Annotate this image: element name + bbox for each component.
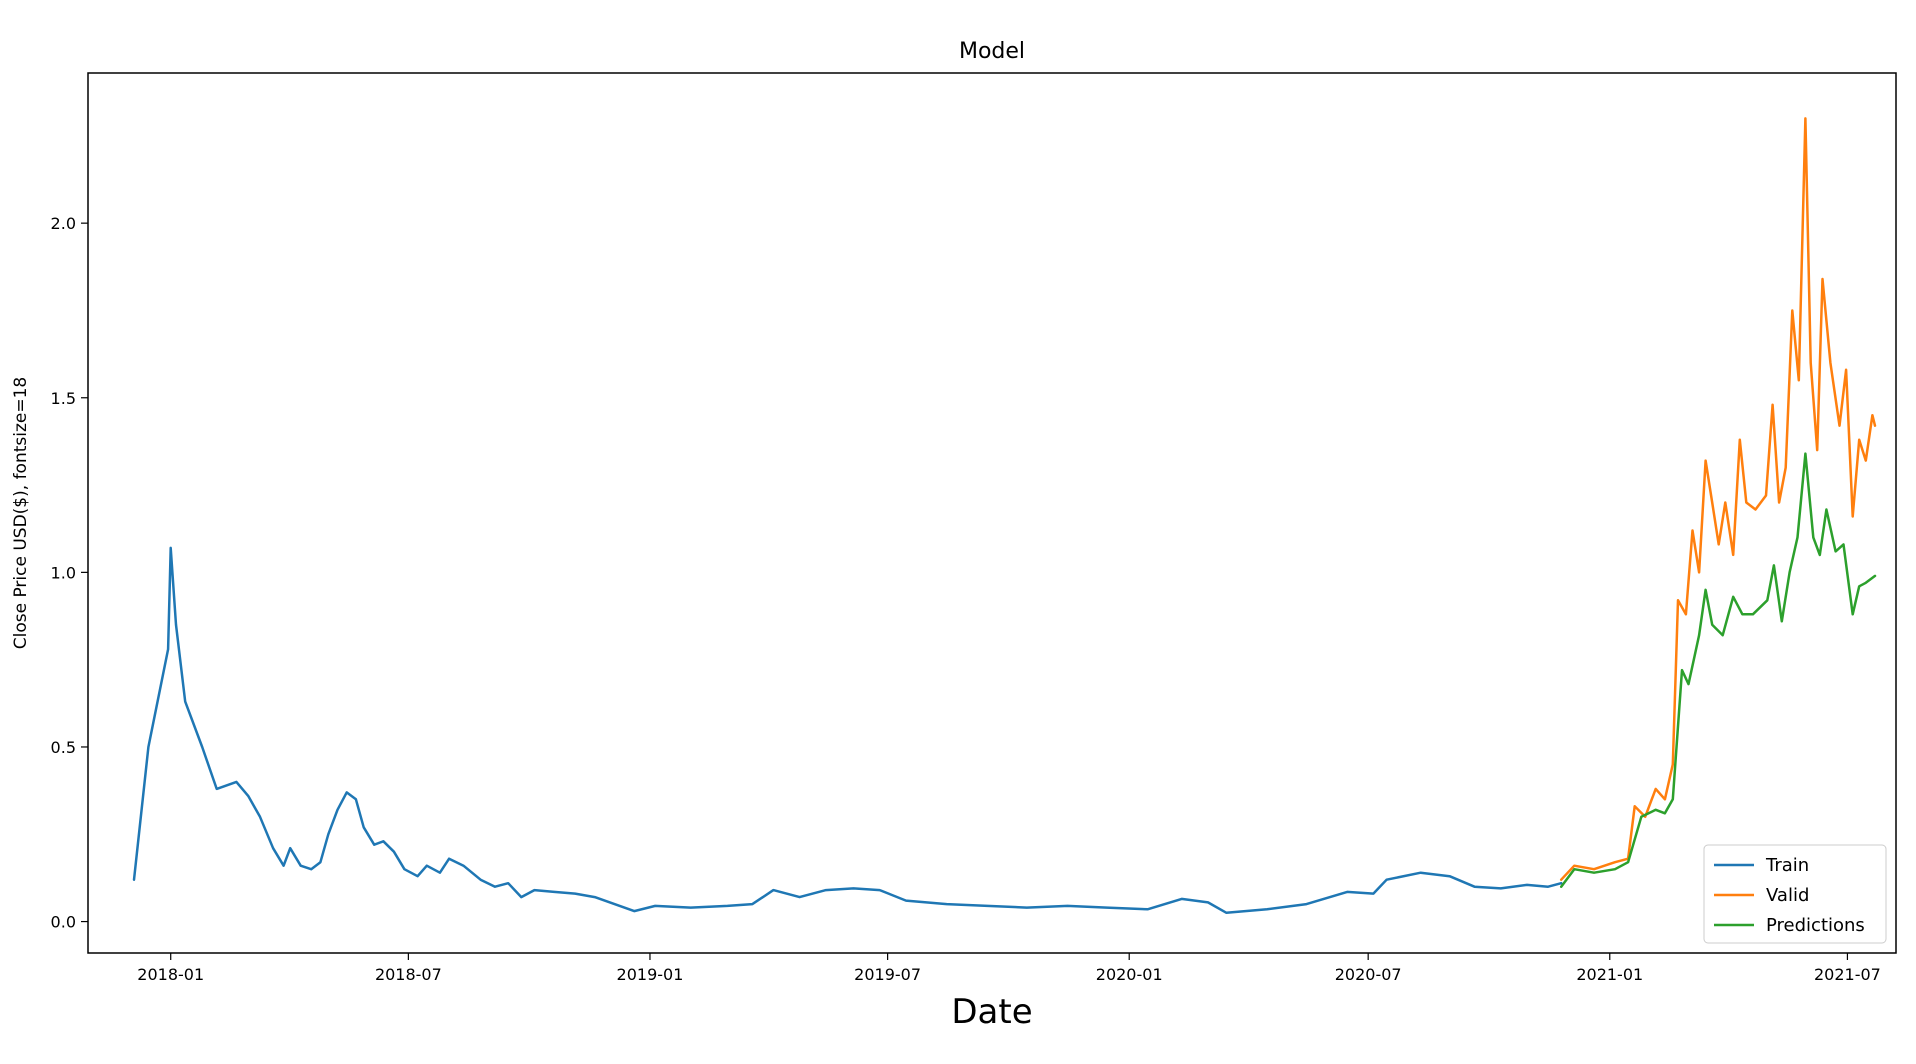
series-line-predictions [1559, 452, 1877, 888]
x-tick-label: 2018-01 [137, 965, 204, 984]
x-axis: 2018-01 2018-07 2019-01 2019-07 2020-01 2020-… [137, 953, 1881, 984]
y-tick-label: 0.0 [51, 913, 76, 932]
y-tick-label: 1.0 [51, 563, 76, 582]
legend-label-predictions: Predictions [1766, 915, 1865, 936]
plot-frame [87, 72, 1897, 954]
series-line-train [132, 546, 1563, 915]
y-tick-label: 0.5 [51, 738, 76, 757]
x-tick-label: 2020-01 [1096, 965, 1163, 984]
y-axis-label: Close Price USD($), fontsize=18 [11, 377, 31, 649]
y-tick-label: 1.5 [51, 389, 76, 408]
legend: Train Valid Predictions [1703, 844, 1887, 944]
series-layer [132, 117, 1877, 915]
x-tick-label: 2019-01 [617, 965, 684, 984]
x-axis-label: Date [951, 992, 1032, 1032]
legend-label-train: Train [1765, 855, 1809, 876]
legend-label-valid: Valid [1766, 885, 1809, 906]
x-tick-label: 2018-07 [375, 965, 442, 984]
series-line-valid [1559, 117, 1877, 881]
legend-box [1703, 844, 1887, 944]
y-tick-label: 2.0 [51, 214, 76, 233]
y-axis: 0.0 0.5 1.0 1.5 2.0 [51, 214, 88, 932]
x-tick-label: 2020-07 [1335, 965, 1402, 984]
chart-title: Model [959, 39, 1025, 64]
x-tick-label: 2021-01 [1576, 965, 1643, 984]
x-tick-label: 2021-07 [1814, 965, 1881, 984]
x-tick-label: 2019-07 [854, 965, 921, 984]
